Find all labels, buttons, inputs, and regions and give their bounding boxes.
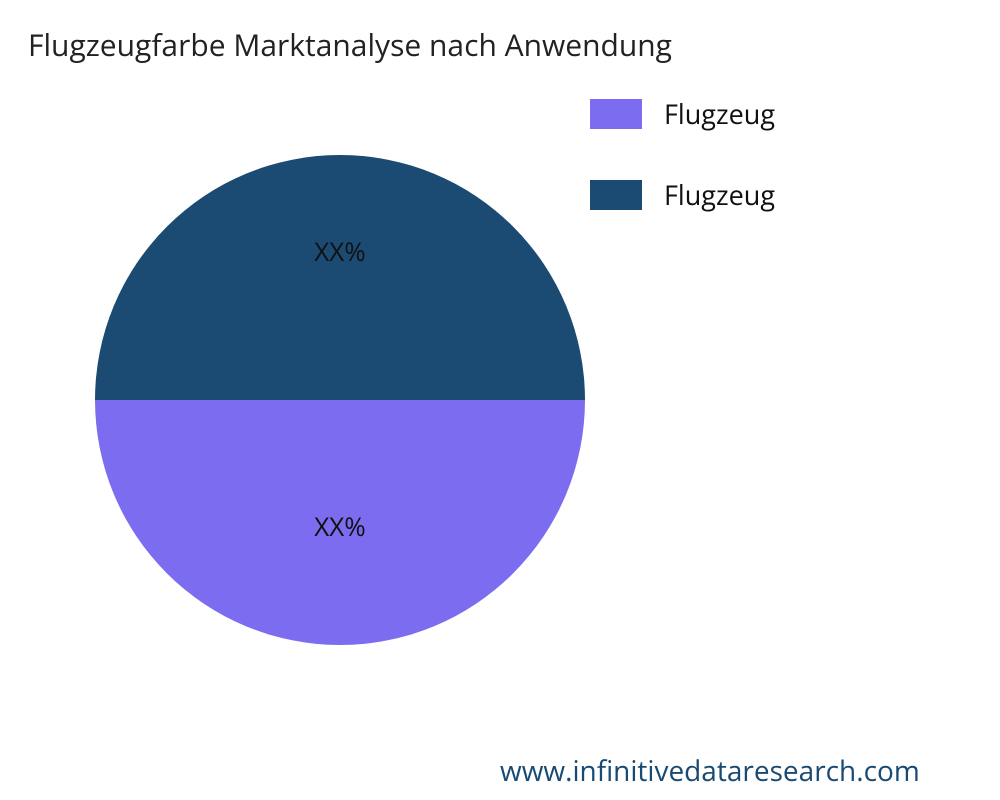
legend-label: Flugzeug <box>664 95 775 132</box>
pie <box>95 155 585 645</box>
legend-swatch <box>590 180 642 210</box>
legend-item: Flugzeug <box>590 176 775 213</box>
pie-wrap: XX% XX% <box>95 155 585 645</box>
slice-label-bottom: XX% <box>300 508 380 544</box>
pie-chart-container: Flugzeugfarbe Marktanalyse nach Anwendun… <box>0 0 1000 800</box>
legend-label: Flugzeug <box>664 176 775 213</box>
footer-source-link[interactable]: www.infinitivedataresearch.com <box>500 752 920 790</box>
legend-swatch <box>590 99 642 129</box>
legend: Flugzeug Flugzeug <box>590 95 775 213</box>
legend-item: Flugzeug <box>590 95 775 132</box>
slice-label-top: XX% <box>300 233 380 269</box>
chart-title: Flugzeugfarbe Marktanalyse nach Anwendun… <box>28 24 672 65</box>
